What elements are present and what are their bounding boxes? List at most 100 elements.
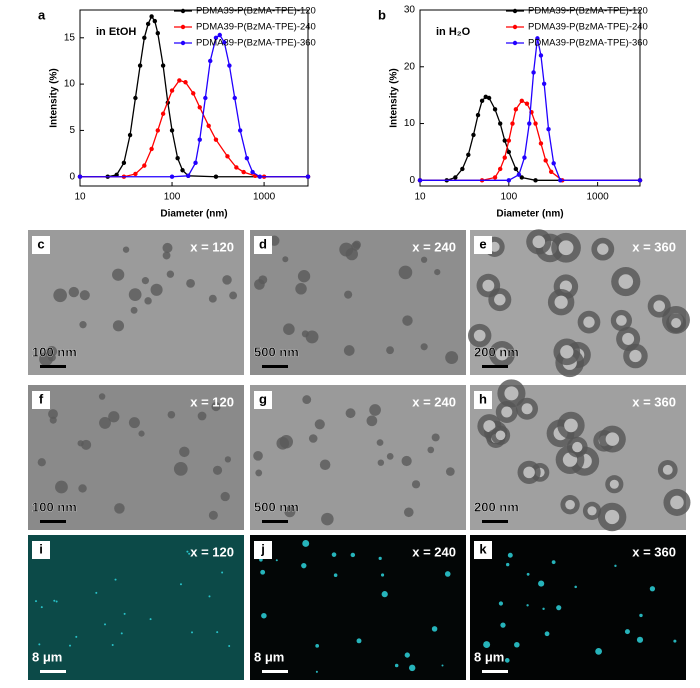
- data-point: [142, 163, 147, 168]
- data-point: [522, 155, 527, 160]
- fluor-dot: [111, 644, 114, 647]
- data-point: [169, 88, 175, 93]
- fluor-dot: [639, 613, 643, 618]
- fluor-dot: [614, 564, 617, 567]
- particle: [173, 462, 188, 476]
- scale-label: 8 μm: [32, 649, 62, 664]
- particle-core: [671, 318, 682, 328]
- particle: [48, 409, 58, 419]
- letter-box: [474, 236, 492, 254]
- particle: [197, 411, 207, 421]
- data-point: [77, 174, 83, 179]
- data-point: [155, 128, 160, 133]
- fluor-dot: [104, 623, 107, 626]
- scale-label: 100 nm: [32, 499, 77, 514]
- data-point: [227, 63, 232, 68]
- x-tick-label: 1000: [587, 192, 610, 203]
- scale-bar: [40, 365, 66, 368]
- data-point: [498, 121, 503, 126]
- fluor-dot: [179, 583, 182, 586]
- data-point: [498, 166, 503, 172]
- data-point: [531, 70, 536, 75]
- particle: [314, 419, 325, 430]
- fluor-dot: [378, 556, 382, 561]
- particle: [47, 353, 56, 362]
- x-axis-label: Diameter (nm): [160, 209, 227, 220]
- particle: [345, 247, 358, 261]
- data-point: [492, 107, 498, 112]
- series-line: [80, 34, 308, 178]
- particle: [445, 467, 455, 476]
- data-point: [466, 152, 471, 157]
- fluor-dot: [69, 644, 72, 647]
- data-point: [519, 98, 524, 104]
- particle: [344, 290, 353, 299]
- data-point: [137, 63, 143, 68]
- data-point: [213, 35, 219, 40]
- x-tick-label: 100: [500, 192, 517, 203]
- particle: [427, 446, 435, 454]
- y-tick-label: 30: [404, 5, 416, 16]
- fluor-dot: [498, 601, 504, 606]
- fluor-dot: [431, 626, 438, 632]
- plot-frame: [419, 9, 641, 187]
- particle: [144, 297, 152, 305]
- particle-core: [523, 466, 535, 479]
- particle: [366, 415, 378, 427]
- data-point: [149, 146, 154, 152]
- particle: [208, 294, 217, 303]
- fluor-dot: [380, 573, 385, 577]
- data-point: [133, 171, 138, 177]
- scale-label: 500 nm: [254, 344, 299, 359]
- particle-core: [482, 279, 495, 292]
- particle-core: [572, 441, 583, 453]
- scale-bar: [262, 520, 288, 523]
- image-panel: j x = 240 8 μm: [250, 535, 466, 680]
- legend-label: PDMA39-P(BzMA-TPE)-120: [196, 6, 316, 17]
- data-point: [169, 128, 175, 133]
- data-point: [538, 141, 544, 146]
- data-point: [180, 168, 185, 173]
- fluor-dot: [483, 641, 491, 649]
- data-point: [197, 105, 202, 110]
- data-point: [519, 175, 524, 180]
- particle-core: [616, 315, 627, 326]
- data-point: [169, 174, 175, 179]
- data-point: [637, 178, 643, 183]
- scale-label: 8 μm: [474, 649, 504, 664]
- data-point: [234, 165, 239, 170]
- particle: [220, 491, 230, 502]
- particle: [369, 404, 381, 416]
- particle-core: [532, 235, 546, 249]
- particle: [411, 480, 421, 489]
- data-point: [217, 32, 222, 38]
- fluor-dot: [538, 580, 545, 587]
- particle: [179, 446, 190, 458]
- particle: [402, 315, 413, 326]
- y-tick-label: 0: [69, 171, 75, 182]
- fluor-dot: [504, 658, 510, 663]
- y-tick-label: 0: [409, 175, 415, 186]
- particle: [212, 465, 223, 475]
- particle-core: [489, 241, 500, 252]
- data-point: [475, 112, 481, 118]
- particle-core: [483, 420, 496, 433]
- fluor-dot: [526, 572, 530, 576]
- fluor-dot: [315, 670, 318, 673]
- fluor-dot: [331, 552, 337, 557]
- particle-core: [521, 403, 533, 415]
- particle-core: [587, 506, 597, 516]
- fluor-dot: [186, 550, 189, 553]
- image-panel: c x = 120 100 nm: [28, 230, 244, 375]
- data-point: [543, 158, 548, 163]
- particle-core: [622, 332, 635, 345]
- image-panel: g x = 240 500 nm: [250, 385, 466, 530]
- particle: [431, 433, 440, 442]
- legend-marker: [180, 24, 186, 30]
- fluor-dot: [506, 562, 510, 567]
- data-point: [551, 161, 556, 166]
- data-point: [175, 156, 180, 161]
- data-point: [241, 169, 246, 175]
- particle: [284, 506, 296, 518]
